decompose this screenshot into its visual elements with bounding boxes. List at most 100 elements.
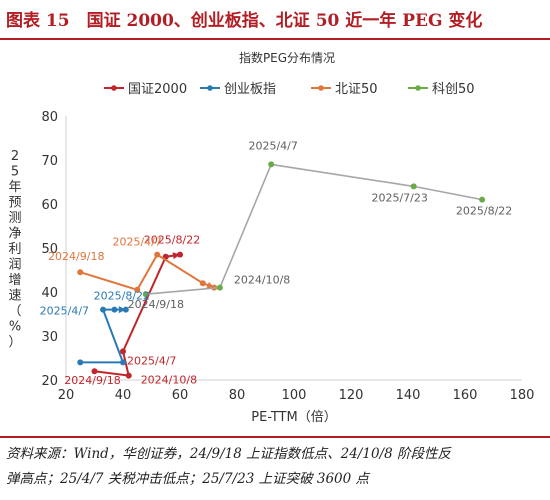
data-label: 2024/9/18 (64, 374, 120, 387)
y-tick-label: 60 (41, 198, 58, 213)
data-label: 2025/8/22 (94, 290, 150, 303)
y-label-char: ） (8, 335, 21, 350)
header-rule (0, 38, 550, 40)
data-label: 2024/9/18 (48, 250, 104, 263)
series-point (142, 291, 149, 298)
legend-label: 科创50 (432, 82, 475, 97)
series-point (120, 348, 126, 355)
data-label: 2025/8/22 (456, 205, 512, 218)
series-segment (156, 253, 204, 285)
legend-swatch-marker (111, 85, 117, 91)
series-2 (77, 306, 129, 366)
y-label-char: 增 (8, 273, 21, 288)
series-segment (136, 254, 159, 291)
series-segment (219, 164, 272, 288)
figure-header: 图表 15 国证 2000、创业板指、北证 50 近一年 PEG 变化 (0, 0, 550, 36)
legend-item: 创业板指 (200, 82, 276, 97)
arrow-head (172, 252, 180, 260)
series-point (177, 251, 183, 258)
series-segment (122, 256, 167, 352)
y-tick-label: 40 (41, 286, 58, 301)
x-tick-label: 160 (453, 388, 478, 403)
series-point (134, 286, 141, 293)
x-tick-label: 80 (229, 388, 246, 403)
series-point (77, 269, 84, 276)
x-tick-label: 60 (172, 388, 189, 403)
x-tick-label: 140 (396, 388, 421, 403)
arrow-head (118, 306, 126, 314)
footer-rule (0, 436, 550, 438)
point-labels: 2024/9/18 2024/10/82025/4/72025/8/222025/… (40, 139, 513, 387)
legend-swatch-marker (415, 85, 421, 91)
axes (65, 116, 522, 381)
x-tick-label: 120 (339, 388, 364, 403)
series-segment (145, 286, 220, 295)
data-label: 2025/7/23 (371, 191, 427, 204)
source-line-1: 资料来源：Wind，华创证券，24/9/18 上证指数低点、24/10/8 阶段… (6, 446, 451, 462)
x-tick-label: 180 (510, 388, 535, 403)
data-label: 2025/4/7 (112, 236, 161, 249)
legend: 国证2000 创业板指 北证50 科创50 (104, 82, 475, 97)
data-label: 2025/4/7 (40, 305, 89, 318)
source-line-2: 弹高点；25/4/7 关税冲击低点；25/7/23 上证突破 3600 点 (6, 471, 370, 487)
y-label-char: 2 (11, 149, 19, 164)
series-point (91, 368, 98, 375)
data-label: 2025/8/22 (144, 234, 200, 247)
legend-item: 国证2000 (104, 82, 187, 97)
series-4 (142, 161, 486, 298)
y-tick-label: 20 (41, 374, 58, 389)
series-point (111, 306, 118, 313)
series-segment (79, 271, 138, 291)
series-point (216, 284, 223, 291)
y-tick-label: 70 (41, 154, 58, 169)
legend-label: 创业板指 (224, 82, 276, 97)
legend-item: 科创50 (408, 82, 475, 97)
peg-chart: 指数PEG分布情况 国证2000 创业板指 北证50 科创50 20 40 60 80 100… (8, 50, 534, 425)
y-tick-label: 30 (41, 330, 58, 345)
y-label-char: （ (8, 304, 21, 319)
series-segment (413, 185, 483, 201)
y-label-char: 测 (8, 211, 21, 226)
y-label-char: 5 (11, 165, 19, 180)
x-tick-label: 40 (115, 388, 132, 403)
series-layer (77, 161, 486, 379)
series-segment (271, 163, 414, 188)
legend-label: 北证50 (335, 82, 378, 97)
series-1 (91, 251, 183, 379)
series-point (479, 196, 486, 203)
series-point (120, 359, 126, 366)
data-label: 2024/10/8 (141, 374, 197, 387)
chart-title: 指数PEG分布情况 (239, 50, 335, 65)
data-label: 2024/9/18 (128, 298, 184, 311)
legend-item: 北证50 (311, 82, 378, 97)
data-label: 2025/4/7 (248, 139, 297, 152)
series-segment (102, 309, 124, 363)
series-point (122, 306, 129, 313)
y-label-char: 速 (8, 289, 21, 304)
legend-swatch-marker (318, 85, 324, 91)
y-label-char: 年 (8, 180, 21, 195)
legend-swatch-marker (207, 85, 213, 91)
y-label-char: 预 (8, 196, 21, 211)
tick-labels: 20 40 60 80 100 120 140 160 180 20 30 40 50 60 70 80 (41, 110, 534, 403)
y-tick-label: 80 (41, 110, 58, 125)
series-point (100, 306, 107, 313)
y-label-char: 利 (8, 242, 21, 257)
x-tick-label: 100 (282, 388, 307, 403)
y-label-char: 净 (8, 227, 21, 242)
series-point (125, 372, 132, 379)
series-segment (94, 370, 129, 377)
y-label-char: 润 (8, 258, 21, 273)
series-segment (122, 351, 130, 376)
series-point (410, 183, 417, 190)
series-point (199, 280, 206, 287)
series-point (268, 161, 275, 168)
x-axis-label: PE-TTM（倍） (251, 410, 336, 425)
series-point (154, 251, 161, 258)
data-label: 2025/4/7 (127, 354, 176, 367)
legend-label: 国证2000 (128, 82, 187, 97)
y-label-char: % (9, 320, 21, 335)
x-tick-label: 20 (58, 388, 75, 403)
data-label: 2024/10/8 (234, 274, 290, 287)
